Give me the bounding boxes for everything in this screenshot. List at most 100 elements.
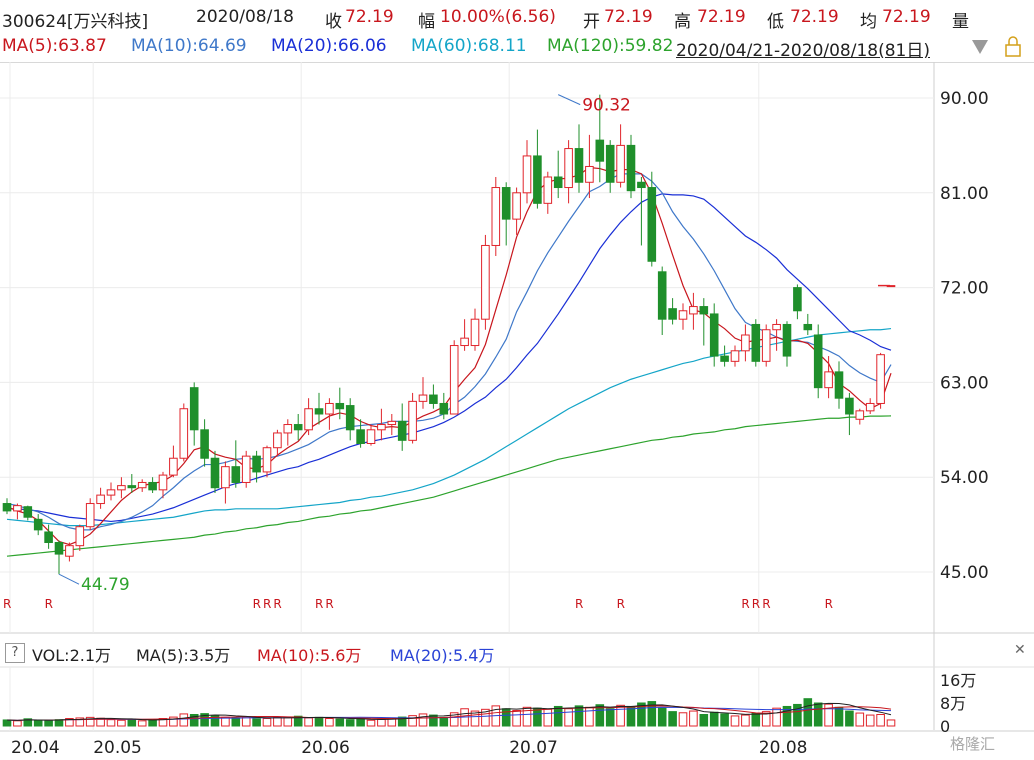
volume-bar bbox=[637, 702, 646, 727]
candle-body bbox=[803, 323, 813, 331]
candle-body bbox=[387, 420, 397, 426]
volume-bar bbox=[189, 714, 199, 727]
candle-body bbox=[366, 429, 376, 444]
stock-code-name[interactable]: 300624[万兴科技] bbox=[2, 12, 149, 32]
candle-body bbox=[418, 394, 428, 402]
candle-body bbox=[564, 148, 573, 189]
volume-bar bbox=[408, 715, 417, 727]
candle-body bbox=[325, 402, 334, 415]
time-tick-label: 20.05 bbox=[93, 738, 142, 758]
price-tick-label: 81.00 bbox=[940, 184, 989, 204]
candle-body bbox=[2, 503, 12, 512]
candle-body bbox=[54, 542, 64, 555]
candle-body bbox=[834, 371, 844, 399]
volume-bar bbox=[855, 712, 865, 727]
volume-bar bbox=[782, 705, 792, 727]
volume-legend: ? VOL:2.1万 MA(5):3.5万 MA(10):5.6万 MA(20)… bbox=[0, 640, 1034, 666]
candle-body bbox=[720, 355, 729, 362]
volume-bar bbox=[85, 716, 95, 727]
triangle-down-icon bbox=[972, 40, 988, 54]
candle-body bbox=[522, 155, 532, 194]
candle-body bbox=[273, 432, 282, 449]
price-tick-label: 45.00 bbox=[940, 563, 989, 583]
volume-bar bbox=[564, 708, 573, 727]
open-value: 72.19 bbox=[604, 7, 653, 27]
r-marker: R bbox=[45, 597, 53, 611]
r-marker: R bbox=[325, 597, 333, 611]
candle-body bbox=[335, 402, 345, 410]
candle-body bbox=[855, 410, 865, 420]
avg-label: 均 bbox=[860, 12, 877, 32]
r-marker: R bbox=[253, 597, 261, 611]
candle-body bbox=[252, 455, 261, 473]
candle-body bbox=[65, 545, 74, 557]
close-label: 收 bbox=[325, 12, 342, 32]
avg-value: 72.19 bbox=[882, 7, 931, 27]
volume-bar bbox=[481, 708, 490, 727]
volume-bar bbox=[252, 718, 261, 727]
volume-bar bbox=[325, 718, 334, 727]
volume-bar bbox=[418, 713, 428, 727]
volume-bar bbox=[512, 709, 521, 727]
quote-date: 2020/08/18 bbox=[196, 7, 294, 27]
vol-value: VOL:2.1万 bbox=[32, 646, 112, 665]
candle-body bbox=[543, 176, 553, 204]
amp-value: 10.00%(6.56) bbox=[440, 7, 556, 27]
candle-body bbox=[616, 144, 625, 183]
volume-bar bbox=[595, 704, 605, 727]
candle-body bbox=[449, 345, 459, 415]
candle-body bbox=[231, 466, 241, 483]
volume-bar bbox=[813, 702, 823, 727]
header-divider bbox=[0, 62, 1034, 63]
volume-bar bbox=[158, 718, 168, 727]
candle-body bbox=[709, 313, 719, 357]
help-icon[interactable]: ? bbox=[5, 643, 25, 663]
high-marker-arrow bbox=[557, 94, 581, 106]
candle-body bbox=[813, 334, 823, 389]
candle-body bbox=[782, 323, 792, 357]
candle-body bbox=[876, 354, 885, 404]
high-label: 高 bbox=[674, 12, 691, 32]
lock-icon bbox=[1005, 44, 1021, 57]
volume-bar bbox=[200, 713, 209, 727]
r-marker: R bbox=[263, 597, 271, 611]
candle-body bbox=[33, 518, 43, 531]
low-label: 低 bbox=[767, 12, 784, 32]
candle-body bbox=[460, 337, 469, 347]
candle-body bbox=[761, 329, 771, 362]
volume-bar bbox=[678, 712, 688, 727]
price-tick-label: 72.00 bbox=[940, 279, 989, 299]
volume-bar bbox=[13, 720, 22, 727]
volume-bar bbox=[335, 718, 345, 727]
candle-body bbox=[647, 187, 657, 262]
volume-bar bbox=[553, 705, 563, 727]
candle-body bbox=[189, 387, 199, 431]
candle-body bbox=[689, 306, 698, 315]
volume-bar bbox=[137, 720, 147, 727]
volume-bar bbox=[751, 712, 761, 727]
volume-bar bbox=[605, 708, 615, 727]
candle-body bbox=[408, 400, 417, 441]
vol_ma10-line bbox=[6, 705, 892, 721]
volume-bar bbox=[720, 713, 729, 727]
ma120-legend: MA(120):59.82 bbox=[547, 36, 674, 56]
volume-bar bbox=[616, 704, 625, 727]
volume-bar bbox=[117, 719, 126, 727]
volume-bar bbox=[834, 706, 844, 727]
candle-body bbox=[106, 489, 116, 496]
vol-ma5: MA(5):3.5万 bbox=[136, 646, 231, 665]
volume-tick-label: 16万 bbox=[940, 671, 976, 690]
candle-body bbox=[210, 457, 220, 489]
candle-body bbox=[314, 408, 324, 415]
volume-bar bbox=[886, 719, 896, 727]
volume-bar bbox=[585, 706, 594, 727]
candle-body bbox=[148, 481, 157, 491]
close-icon[interactable]: ✕ bbox=[1014, 642, 1026, 658]
low-marker-arrow bbox=[58, 573, 80, 585]
candle-body bbox=[470, 318, 480, 347]
candle-body bbox=[668, 308, 677, 320]
date-range[interactable]: 2020/04/21-2020/08/18(81日) bbox=[676, 36, 930, 61]
volume-bar bbox=[23, 718, 33, 727]
candle-body bbox=[85, 503, 95, 528]
